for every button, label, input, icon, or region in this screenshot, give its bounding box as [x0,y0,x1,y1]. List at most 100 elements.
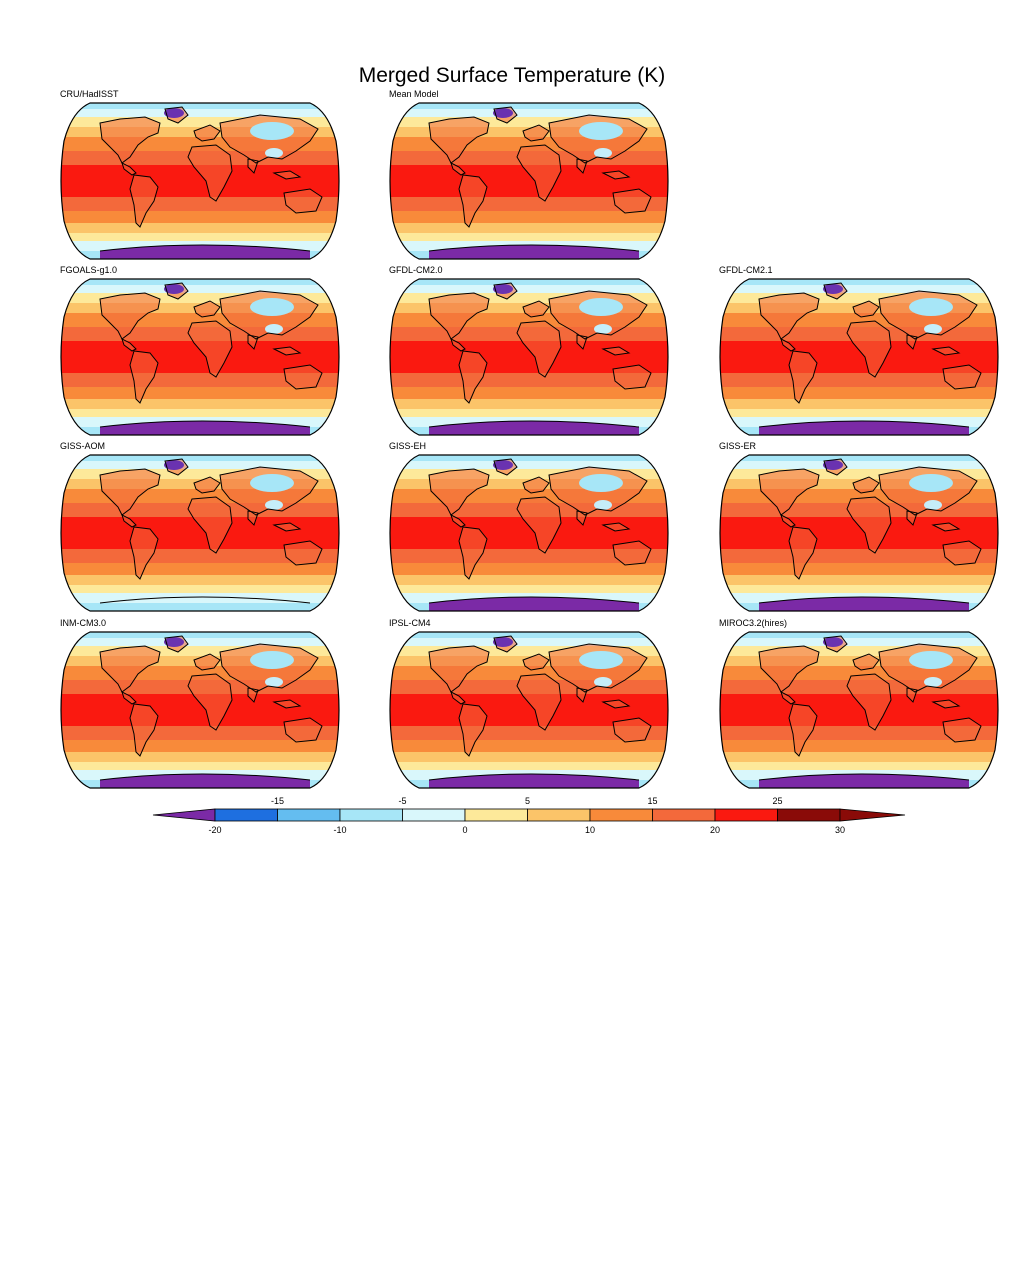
coastline [576,158,588,174]
land-fill [274,523,300,531]
panel-label: GFDL-CM2.1 [719,265,773,275]
temperature-band [61,638,339,646]
land-fill [781,692,795,704]
tibet-cold-patch [924,500,942,510]
temperature-band [720,549,998,563]
coastline [129,526,159,580]
temperature-band [720,469,998,479]
panel-label: CRU/HadISST [60,89,119,99]
land-fill [933,347,959,355]
land-fill [130,351,158,403]
coastline [164,106,189,124]
coastline [129,350,159,404]
panel-label: GISS-AOM [60,441,106,451]
antarctica-coastline [758,773,970,781]
colorbar-tick-label: -20 [208,825,222,835]
temperature-band [390,117,668,127]
coastline [187,673,233,731]
colorbar-tick-label: -15 [270,796,284,806]
coastline [758,292,820,340]
colorbar-swatch [214,808,278,822]
colorbar-tick-label: 30 [834,825,845,835]
map-field [61,279,339,435]
temperature-band [720,285,998,293]
coastline [906,687,918,703]
land-fill [603,171,629,179]
colorbar-tick-label: -5 [398,796,407,806]
temperature-band [390,563,668,575]
coastline [164,458,189,476]
land-fill [943,365,981,389]
land-fill [451,163,465,175]
coastline [219,290,319,340]
antarctica-coastline [99,773,311,781]
land-fill [188,145,232,201]
coastline [272,170,302,180]
coastline [99,116,161,164]
temperature-band [720,563,998,575]
coastline [428,116,490,164]
temperature-band [720,638,998,646]
coastline [428,645,490,693]
coastline [121,162,137,176]
map-border [60,454,340,612]
map-border [719,454,999,612]
land-fill [451,692,465,704]
land-fill [789,527,817,579]
coastline [247,687,259,703]
temperature-band [720,399,998,409]
temperature-band [390,549,668,563]
colorbar-swatch [464,808,528,822]
tibet-cold-patch [265,677,283,687]
panel-label: FGOALS-g1.0 [60,265,118,275]
land-fill [603,700,629,708]
robinson-map [389,454,669,612]
coastline [931,522,961,532]
temperature-band [390,632,668,638]
siberia-cold-patch [250,651,294,669]
temperature-band [61,740,339,752]
robinson-map [719,278,999,436]
coastline [846,673,892,731]
antarctica-fill [429,597,639,611]
coastline [852,653,880,671]
coastline [612,188,652,214]
map-border [389,278,669,436]
coastline [283,540,323,566]
tibet-cold-patch [265,324,283,334]
land-fill [933,523,959,531]
siberia-cold-patch [579,474,623,492]
tibet-cold-patch [265,148,283,158]
coastline [758,468,820,516]
antarctica-coastline [428,773,640,781]
coastline [247,510,259,526]
coastline [272,699,302,709]
coastline [522,653,550,671]
temperature-band [61,293,339,303]
temperature-band [61,409,339,417]
temperature-band [61,563,339,575]
land-fill [122,339,136,351]
map-border [389,454,669,612]
temperature-band [720,726,998,740]
coastline [788,350,818,404]
coastline [852,300,880,318]
temperature-band [61,279,339,285]
temperature-band [61,646,339,656]
land-fill [274,700,300,708]
land-fill [274,347,300,355]
coastline [846,496,892,554]
temperature-band [390,293,668,303]
land-fill [781,339,795,351]
coastline [823,282,848,300]
land-fill [613,189,651,213]
temperature-band [390,223,668,233]
antarctica-coastline [758,420,970,428]
greenland-cold-patch [823,460,843,470]
coastline [780,514,796,528]
map-panel: GISS-ER [719,441,999,616]
coastline [612,540,652,566]
antarctica-fill [759,774,969,788]
antarctica-fill [100,245,310,259]
coastline [906,334,918,350]
